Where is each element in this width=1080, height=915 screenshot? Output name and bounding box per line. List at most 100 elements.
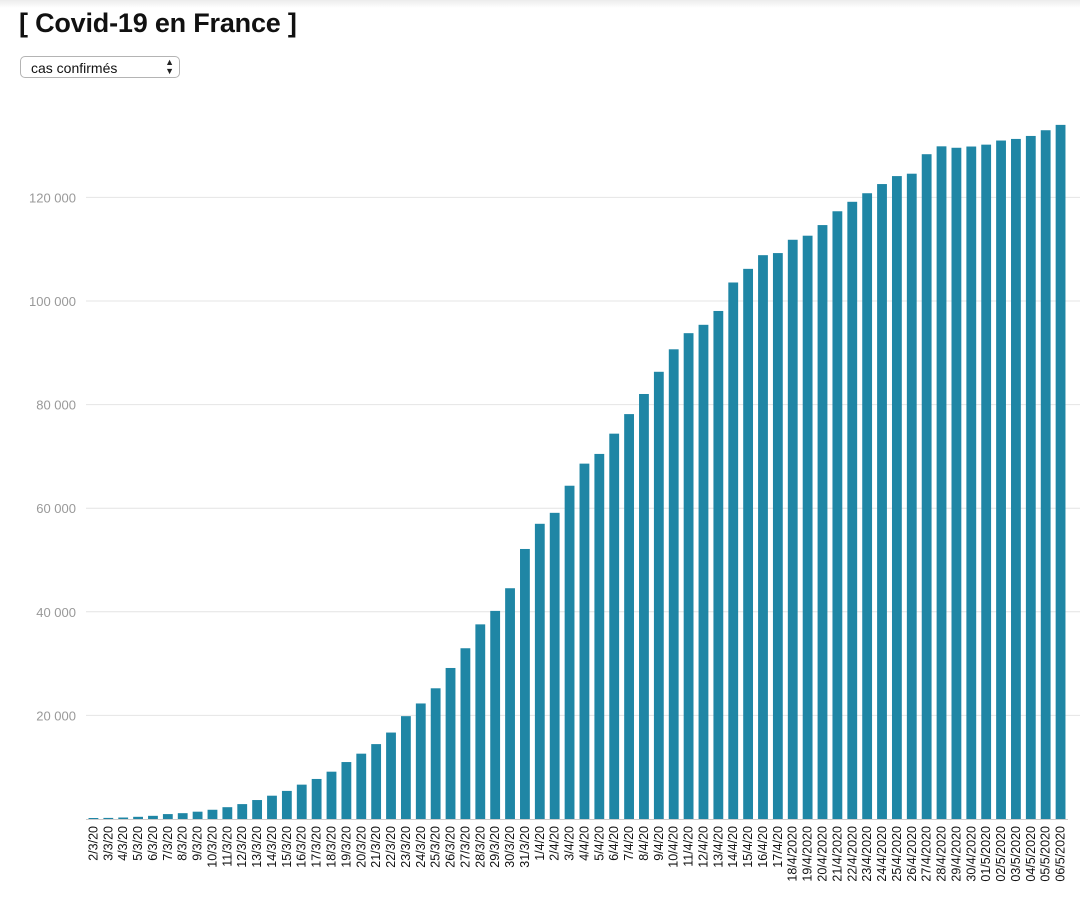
bar xyxy=(534,523,545,819)
bar xyxy=(400,716,411,819)
x-tick-label: 14/4/20 xyxy=(726,826,740,868)
bar xyxy=(817,225,828,820)
bar xyxy=(103,817,114,819)
bar xyxy=(787,239,798,820)
x-tick-label: 7/4/20 xyxy=(622,826,636,861)
x-tick-label: 22/3/20 xyxy=(384,826,398,868)
x-tick-label: 5/4/20 xyxy=(592,826,606,861)
bar xyxy=(148,815,158,819)
bar xyxy=(237,804,248,819)
bar xyxy=(207,809,218,819)
metric-select-value: cas confirmés xyxy=(31,60,118,76)
y-tick-label: 40 000 xyxy=(36,605,76,620)
bar xyxy=(906,173,917,819)
bar xyxy=(653,371,664,819)
x-tick-label: 21/4/2020 xyxy=(830,826,844,882)
x-tick-label: 24/4/2020 xyxy=(875,826,889,882)
x-tick-label: 20/4/2020 xyxy=(816,826,830,882)
y-tick-label: 80 000 xyxy=(36,398,76,413)
x-tick-label: 26/4/2020 xyxy=(905,826,919,882)
x-tick-label: 28/3/20 xyxy=(473,826,487,868)
bar xyxy=(683,333,694,819)
bar xyxy=(311,778,322,819)
x-tick-label: 3/4/20 xyxy=(563,826,577,861)
bar xyxy=(951,147,962,820)
bar xyxy=(564,485,575,819)
bar xyxy=(594,453,605,819)
bar xyxy=(356,753,367,819)
bar xyxy=(802,235,813,819)
bar xyxy=(1011,138,1021,819)
x-tick-label: 01/5/2020 xyxy=(979,826,993,882)
bar xyxy=(668,349,679,819)
bar xyxy=(936,146,947,819)
bar xyxy=(1055,124,1066,819)
x-tick-label: 14/3/20 xyxy=(265,826,279,868)
x-tick-label: 7/3/20 xyxy=(161,826,175,861)
bar xyxy=(877,184,887,819)
bar xyxy=(1040,130,1051,819)
metric-select[interactable]: cas confirmés ▲ ▼ xyxy=(20,56,180,78)
x-tick-label: 6/4/20 xyxy=(607,826,621,861)
x-tick-label: 11/4/20 xyxy=(682,826,696,867)
x-tick-label: 23/3/20 xyxy=(399,826,413,868)
y-tick-label: 60 000 xyxy=(36,501,76,516)
bar xyxy=(415,703,426,819)
bar xyxy=(192,811,203,819)
x-tick-label: 20/3/20 xyxy=(354,826,368,868)
x-tick-label: 5/3/20 xyxy=(131,826,145,861)
bar xyxy=(267,795,277,819)
bar xyxy=(609,433,620,819)
x-tick-label: 05/5/2020 xyxy=(1039,826,1053,882)
x-tick-label: 10/4/20 xyxy=(667,826,681,868)
x-tick-label: 29/4/2020 xyxy=(949,826,963,882)
bar xyxy=(252,800,263,819)
x-tick-label: 8/4/20 xyxy=(637,826,651,861)
x-tick-label: 27/4/2020 xyxy=(920,826,934,882)
bar xyxy=(430,688,441,819)
x-tick-label: 15/3/20 xyxy=(280,826,294,868)
bar xyxy=(296,784,307,819)
updown-arrows-icon: ▲ ▼ xyxy=(165,57,174,76)
x-tick-label: 12/3/20 xyxy=(235,826,249,868)
x-tick-label: 17/4/20 xyxy=(771,826,785,868)
x-tick-label: 16/3/20 xyxy=(295,826,309,868)
bar xyxy=(891,176,902,819)
bar xyxy=(386,732,396,819)
bar xyxy=(847,201,858,819)
bar xyxy=(862,193,873,819)
bar xyxy=(88,818,99,819)
x-tick-label: 18/3/20 xyxy=(325,826,339,868)
x-tick-label: 11/3/20 xyxy=(220,826,234,867)
bar xyxy=(341,762,352,819)
x-tick-label: 18/4/2020 xyxy=(786,826,800,882)
bar xyxy=(728,282,739,820)
x-tick-label: 06/5/2020 xyxy=(1054,826,1068,882)
bar xyxy=(475,624,486,819)
bar xyxy=(326,771,337,819)
top-bar xyxy=(0,0,1080,8)
bar xyxy=(996,140,1006,819)
bar xyxy=(772,253,783,819)
bar xyxy=(520,548,530,819)
bar xyxy=(118,817,129,819)
x-tick-label: 1/4/20 xyxy=(533,826,547,861)
x-tick-label: 9/3/20 xyxy=(191,826,205,861)
bar xyxy=(639,393,649,819)
bar xyxy=(222,807,233,819)
bar xyxy=(445,667,456,819)
bar xyxy=(966,146,977,819)
bar xyxy=(579,463,590,819)
bar xyxy=(758,255,768,819)
bar xyxy=(698,324,709,819)
x-tick-label: 21/3/20 xyxy=(369,826,383,868)
x-tick-label: 12/4/20 xyxy=(696,826,710,868)
x-tick-label: 19/3/20 xyxy=(339,826,353,868)
x-tick-label: 25/3/20 xyxy=(429,826,443,868)
x-tick-label: 24/3/20 xyxy=(414,826,428,868)
x-tick-label: 16/4/20 xyxy=(756,826,770,868)
bar xyxy=(549,512,560,819)
bar xyxy=(371,744,382,819)
x-tick-label: 02/5/2020 xyxy=(994,826,1008,882)
